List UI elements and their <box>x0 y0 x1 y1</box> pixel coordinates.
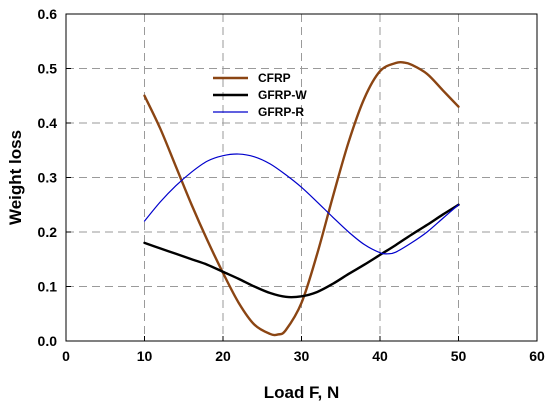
x-tick-label: 50 <box>451 348 467 364</box>
axis-ticks: 0 10 20 30 40 50 60 0.0 0.1 0.2 0.3 0.4 0.5 0.6 <box>38 6 545 364</box>
y-tick-label: 0.1 <box>38 279 58 295</box>
legend-label-gfrp-r: GFRP-R <box>258 105 304 119</box>
legend-label-cfrp: CFRP <box>258 71 291 85</box>
y-tick-label: 0.2 <box>38 224 58 240</box>
x-tick-label: 40 <box>372 348 388 364</box>
y-tick-label: 0.6 <box>38 6 58 22</box>
x-tick-label: 60 <box>529 348 545 364</box>
x-tick-label: 10 <box>137 348 153 364</box>
legend-label-gfrp-w: GFRP-W <box>258 88 307 102</box>
series-lines <box>143 60 460 337</box>
y-axis-label: Weight loss <box>6 130 25 225</box>
x-tick-label: 20 <box>215 348 231 364</box>
y-tick-label: 0.3 <box>38 170 58 186</box>
x-tick-label: 30 <box>294 348 310 364</box>
x-tick-label: 0 <box>62 348 70 364</box>
y-tick-label: 0.4 <box>38 115 58 131</box>
grid <box>66 14 537 341</box>
series-line-gfrp-w <box>143 203 460 299</box>
series-line-gfrp-r <box>143 153 460 255</box>
y-tick-label: 0.5 <box>38 61 58 77</box>
y-tick-label: 0.0 <box>38 333 58 349</box>
legend: CFRP GFRP-W GFRP-R <box>213 71 307 119</box>
series-line-cfrp <box>143 60 460 337</box>
x-axis-label: Load F, N <box>264 383 340 402</box>
